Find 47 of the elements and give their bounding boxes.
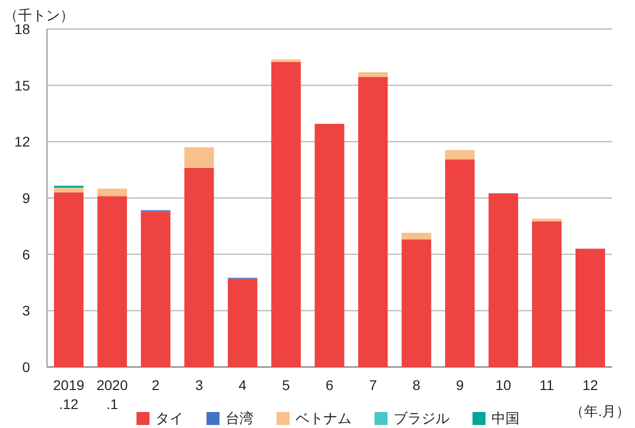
bar [228, 278, 258, 367]
bar [532, 218, 562, 222]
x-tick-label: 9 [456, 377, 464, 393]
legend-label: 中国 [492, 410, 520, 426]
x-tick-label: 12 [582, 377, 598, 393]
legend-label: 台湾 [226, 410, 254, 426]
x-tick-label: 5 [282, 377, 290, 393]
y-tick-label: 15 [14, 77, 30, 94]
bar [97, 196, 127, 367]
bar [402, 239, 432, 367]
legend-label: ブラジル [394, 410, 450, 426]
bar [314, 124, 344, 367]
bar [575, 248, 606, 367]
x-tick-label: 3 [195, 377, 204, 393]
y-axis-title: （千トン） [4, 7, 74, 23]
x-tick-label: 11 [540, 377, 554, 393]
legend-label: ベトナム [296, 410, 352, 426]
bar [488, 193, 518, 367]
x-tick-label: 7 [369, 377, 378, 393]
bar [271, 62, 301, 367]
x-tick-label: 2020 .1 [96, 377, 128, 412]
x-tick-label: 8 [412, 377, 421, 393]
bar [402, 232, 432, 240]
y-tick-label: 0 [22, 359, 30, 375]
y-tick-label: 3 [22, 302, 30, 319]
legend-label: タイ [156, 410, 184, 426]
bar [97, 188, 127, 196]
bar [140, 211, 170, 367]
bar [358, 76, 388, 367]
bar [358, 72, 388, 77]
y-tick-label: 18 [14, 21, 30, 37]
bar [445, 150, 475, 160]
y-tick-label: 6 [22, 246, 30, 262]
y-tick-label: 9 [22, 190, 30, 206]
bar [532, 221, 562, 367]
y-tick-label: 12 [14, 134, 30, 150]
bar [54, 192, 84, 367]
bar [445, 160, 475, 367]
bar [184, 168, 214, 367]
text: （年.月） [570, 403, 630, 419]
x-tick-label: 2 [152, 377, 160, 393]
bar [271, 59, 301, 62]
x-tick-label: 2019 .12 [53, 377, 85, 412]
bar [184, 147, 214, 168]
x-tick-label: 6 [326, 377, 334, 393]
x-tick-label: 10 [496, 377, 512, 393]
x-tick-label: 4 [238, 377, 247, 393]
